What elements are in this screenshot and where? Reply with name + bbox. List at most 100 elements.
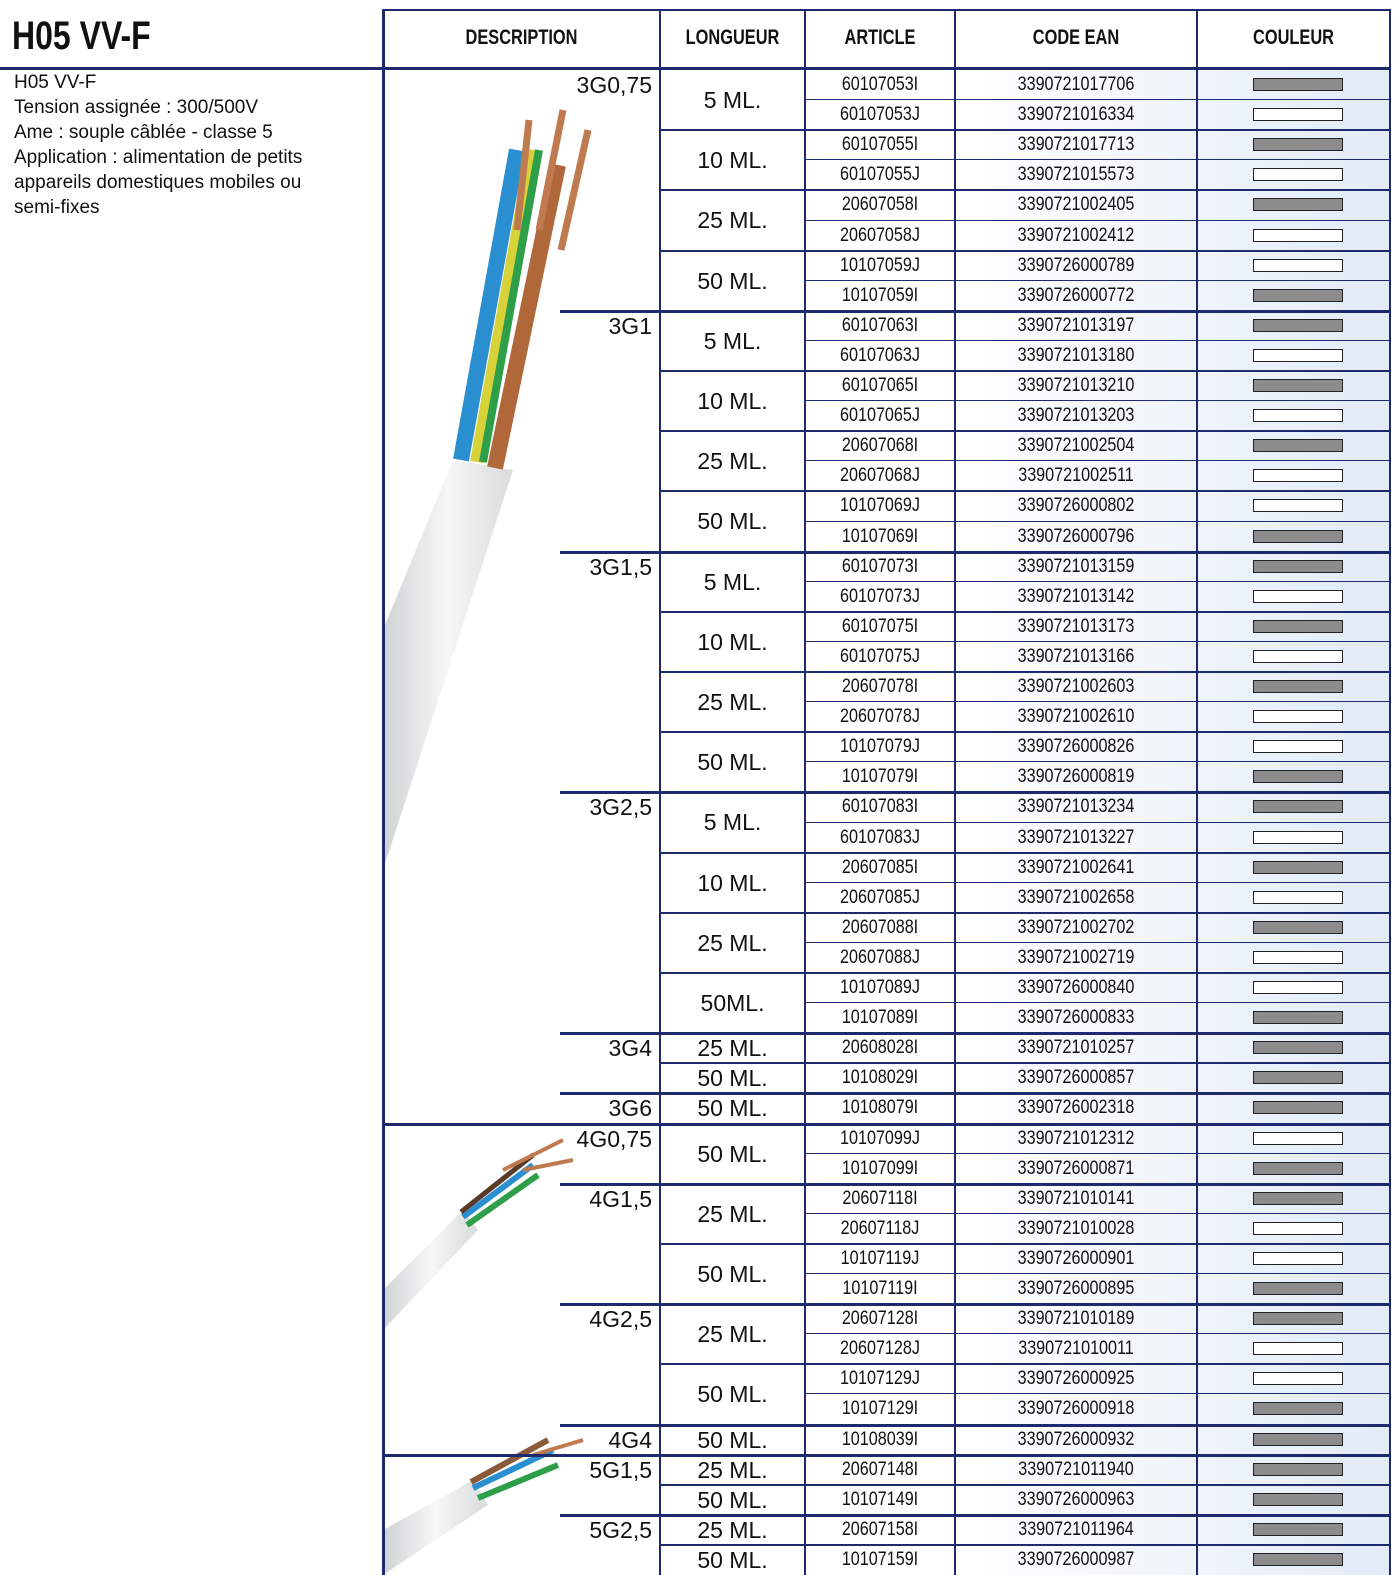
article: 10108079I [841,1097,919,1119]
rule [660,1363,1390,1366]
rule [805,460,1390,462]
length-label: 10 ML. [697,869,768,896]
rule [660,129,1390,132]
color-swatch [1253,1402,1343,1416]
color-swatch [1253,559,1343,573]
color-swatch [1253,1101,1343,1115]
description-line: Ame : souple câblée - classe 5 [14,122,273,143]
rule [660,1483,1390,1486]
color-swatch [1253,439,1343,453]
length-label: 50 ML. [697,508,768,535]
length-label: 50 ML. [697,749,768,776]
color-swatch [1253,228,1343,242]
rule [805,640,1390,642]
length-label: 50 ML. [697,267,768,294]
rule [383,9,1390,11]
article: 10107079I [841,766,919,788]
ean: 3390721011940 [1018,1458,1134,1480]
article: 60107073I [841,555,919,577]
article: 60107063J [840,344,920,366]
ean: 3390726000932 [1017,1428,1135,1450]
section-label: 3G0,75 [576,72,652,98]
ean: 3390721002412 [1017,224,1135,246]
length-label: 25 ML. [697,1321,768,1348]
ean: 3390721013173 [1017,615,1135,637]
section-label: 3G4 [608,1035,652,1062]
description-line: appareils domestiques mobiles ou [14,172,302,193]
article: 60107063I [841,314,919,336]
ean: 3390721013203 [1017,405,1135,427]
ean: 3390721015573 [1017,164,1135,186]
ean: 3390726000895 [1017,1278,1135,1299]
ean: 3390726002318 [1017,1097,1135,1119]
rule [1389,9,1391,1575]
rule [805,1002,1390,1004]
color-swatch [1253,740,1343,754]
section-label: 3G2,5 [589,794,652,821]
color-swatch [1253,950,1343,964]
article: 20607058I [841,194,919,216]
color-swatch [1253,1161,1343,1175]
ean: 3390721002603 [1017,676,1135,697]
section-label: 5G2,5 [589,1516,652,1543]
article: 60107053I [841,74,919,95]
rule [805,520,1390,522]
ean: 3390721013197 [1017,314,1135,336]
ean: 3390726000826 [1017,736,1135,758]
article: 10107089I [841,1007,919,1029]
section-label: 3G1,5 [589,553,652,580]
article: 60107065J [840,405,920,427]
color-swatch [1253,1221,1343,1235]
article: 10107069J [840,495,920,517]
article: 20607078J [840,706,920,728]
rule [805,219,1390,221]
ean: 3390721012312 [1017,1127,1135,1149]
color-swatch [1253,710,1343,724]
ean: 3390726000918 [1017,1398,1135,1420]
length-label: 25 ML. [697,1516,768,1543]
article: 20607088J [840,946,920,968]
ean: 3390726000796 [1017,525,1135,547]
article: 60107055J [840,164,920,186]
rule [805,400,1390,402]
rule [660,1242,1390,1245]
column-header: LONGUEUR [685,26,780,49]
color-swatch [1253,469,1343,483]
article: 20607118J [840,1217,920,1239]
column-header: ARTICLE [844,26,916,49]
article: 20607085I [841,856,919,878]
length-label: 25 ML. [697,1200,768,1227]
rule [660,490,1390,493]
ean: 3390726000857 [1017,1067,1135,1089]
ean: 3390721017713 [1017,134,1135,156]
article: 60107053J [840,104,920,126]
color-swatch [1253,1522,1343,1536]
rule [560,1423,1390,1427]
ean: 3390726000819 [1017,766,1135,788]
ean: 3390721002641 [1017,856,1135,878]
rule [805,580,1390,582]
color-swatch [1253,1041,1343,1055]
color-swatch [1253,1282,1343,1295]
color-swatch [1253,830,1343,844]
ean: 3390721013210 [1017,375,1135,396]
color-swatch [1253,1191,1343,1205]
rule [660,370,1390,372]
article: 10107069I [841,525,919,547]
column-header: CODE EAN [1032,26,1120,49]
length-label: 50 ML. [697,1486,768,1513]
rule [805,701,1390,703]
ean: 3390721010028 [1017,1217,1135,1239]
ean: 3390721010257 [1017,1037,1135,1059]
length-label: 50 ML. [697,1381,768,1408]
rule [805,1333,1390,1335]
length-label: 50 ML. [697,1065,768,1092]
rule [805,1273,1390,1274]
section-label: 3G1 [608,312,652,339]
color-swatch [1253,860,1343,874]
article: 60107075I [841,615,919,637]
rule [805,1152,1390,1154]
article: 20607128I [841,1308,919,1330]
color-swatch [1253,1251,1343,1265]
column-header: DESCRIPTION [465,26,578,49]
